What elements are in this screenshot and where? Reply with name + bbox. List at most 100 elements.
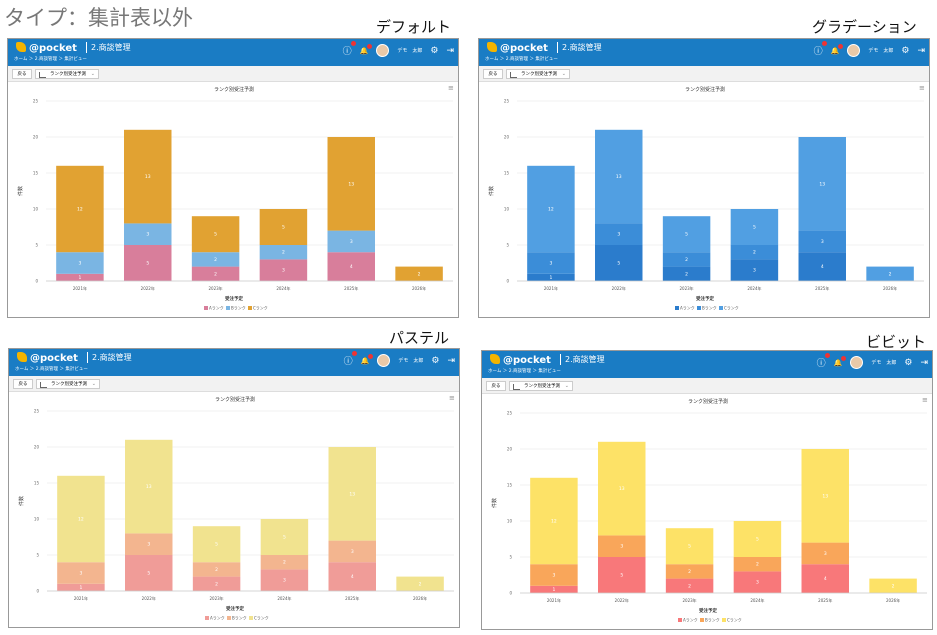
user-name[interactable]: デモ 太郎 (871, 360, 897, 366)
legend-item[interactable]: Aランク (675, 305, 695, 311)
user-name[interactable]: デモ 太郎 (868, 48, 894, 54)
logout-icon[interactable]: ⇥ (446, 45, 454, 56)
data-label: 4 (350, 264, 353, 270)
y-tick-label: 15 (507, 483, 513, 488)
bar-segment (530, 585, 578, 593)
legend-item[interactable]: Cランク (249, 615, 269, 621)
bar-segment (125, 439, 173, 534)
breadcrumb[interactable]: ホーム ＞ 2.商談管理 ＞ 集計ビュー (488, 369, 561, 374)
avatar[interactable] (850, 356, 864, 369)
logo-text: @pocket (29, 43, 77, 54)
breadcrumb[interactable]: ホーム ＞ 2.商談管理 ＞ 集計ビュー (485, 57, 558, 62)
back-button[interactable]: 戻る (486, 381, 506, 391)
view-select[interactable]: ランク別受注予測 ⌄ (35, 69, 99, 79)
legend-swatch (722, 618, 726, 622)
data-label: 4 (821, 264, 824, 270)
info-icon[interactable]: ⓘ (817, 353, 830, 369)
header-actions: ⓘ 🔔 デモ 太郎 ⚙ ⇥ (817, 353, 928, 369)
chart-menu-icon[interactable]: ≡ (922, 396, 928, 404)
avatar[interactable] (377, 354, 391, 367)
data-label: 5 (282, 225, 285, 231)
legend-label: Cランク (254, 615, 269, 621)
legend-item[interactable]: Cランク (719, 305, 739, 311)
legend-item[interactable]: Cランク (248, 305, 268, 311)
gear-icon[interactable]: ⚙ (904, 357, 913, 368)
avatar[interactable] (376, 44, 390, 57)
gear-icon[interactable]: ⚙ (430, 45, 439, 56)
logout-icon[interactable]: ⇥ (917, 45, 925, 56)
chart-title: ランク別受注予測 (215, 396, 255, 403)
gear-icon[interactable]: ⚙ (901, 45, 910, 56)
data-label: 13 (819, 181, 825, 187)
chart-menu-icon[interactable]: ≡ (919, 84, 925, 92)
app-screenshot-panel: @pocket 2.商談管理 ホーム ＞ 2.商談管理 ＞ 集計ビュー ⓘ 🔔 デモ 太郎… (8, 348, 460, 628)
logo-text: @pocket (503, 355, 551, 366)
view-select[interactable]: ランク別受注予測 ⌄ (36, 379, 100, 389)
legend-item[interactable]: Cランク (722, 617, 742, 623)
back-button[interactable]: 戻る (13, 379, 33, 389)
y-tick-label: 25 (34, 409, 40, 414)
app-logo[interactable]: @pocket (487, 42, 548, 54)
bar-segment (327, 230, 375, 253)
view-select[interactable]: ランク別受注予測 ⌄ (506, 69, 570, 79)
data-label: 5 (756, 537, 759, 543)
data-label: 3 (351, 549, 354, 555)
app-logo[interactable]: @pocket (16, 42, 77, 54)
page-title: タイプ：集計表以外 (4, 6, 193, 30)
app-logo[interactable]: @pocket (490, 354, 551, 366)
breadcrumb[interactable]: ホーム ＞ 2.商談管理 ＞ 集計ビュー (15, 367, 88, 372)
gear-icon[interactable]: ⚙ (431, 355, 440, 366)
y-tick-label: 10 (504, 207, 510, 212)
data-label: 3 (79, 571, 82, 577)
avatar[interactable] (847, 44, 861, 57)
legend-swatch (248, 306, 252, 310)
info-icon[interactable]: ⓘ (343, 41, 356, 57)
breadcrumb[interactable]: ホーム ＞ 2.商談管理 ＞ 集計ビュー (14, 57, 87, 62)
legend-swatch (700, 618, 704, 622)
theme-label-0: デフォルト (376, 18, 452, 36)
y-tick-label: 20 (34, 445, 40, 450)
logout-icon[interactable]: ⇥ (447, 355, 455, 366)
y-tick-label: 25 (504, 99, 510, 104)
back-button[interactable]: 戻る (483, 69, 503, 79)
bar-segment (260, 555, 309, 570)
legend-item[interactable]: Aランク (205, 615, 225, 621)
data-label: 13 (348, 181, 354, 187)
bell-icon[interactable]: 🔔 (361, 353, 374, 365)
view-select[interactable]: ランク別受注予測 ⌄ (509, 381, 573, 391)
bell-icon[interactable]: 🔔 (831, 43, 844, 55)
header-actions: ⓘ 🔔 デモ 太郎 ⚙ ⇥ (344, 351, 455, 367)
module-title: 2.商談管理 (560, 354, 605, 365)
bell-icon[interactable]: 🔔 (360, 43, 373, 55)
bar-segment (527, 165, 575, 253)
user-name[interactable]: デモ 太郎 (397, 48, 423, 54)
legend-item[interactable]: Aランク (678, 617, 698, 623)
bar-segment (396, 576, 444, 591)
bar-segment (328, 447, 376, 541)
back-button[interactable]: 戻る (12, 69, 32, 79)
legend-item[interactable]: Aランク (204, 305, 224, 311)
x-tick-label: 2024年 (277, 595, 291, 601)
user-name[interactable]: デモ 太郎 (398, 358, 424, 364)
data-label: 1 (549, 275, 552, 281)
stacked-bar-chart: ランク別受注予測 ≡0510152025件数13122021年53132022年2… (491, 396, 928, 623)
legend-item[interactable]: Bランク (700, 617, 720, 623)
legend-item[interactable]: Bランク (697, 305, 717, 311)
theme-label-2: パステル (389, 329, 450, 347)
chart-menu-icon[interactable]: ≡ (449, 394, 455, 402)
legend-item[interactable]: Bランク (226, 305, 246, 311)
chart-title: ランク別受注予測 (214, 86, 254, 93)
bar-segment (598, 557, 646, 593)
info-icon[interactable]: ⓘ (344, 351, 357, 367)
info-icon[interactable]: ⓘ (814, 41, 827, 57)
data-label: 4 (351, 574, 354, 580)
legend-label: Cランク (727, 617, 742, 623)
legend-label: Aランク (209, 305, 224, 311)
logout-icon[interactable]: ⇥ (920, 357, 928, 368)
app-logo[interactable]: @pocket (17, 352, 78, 364)
bell-icon[interactable]: 🔔 (834, 355, 847, 367)
data-label: 12 (78, 517, 84, 523)
legend-swatch (675, 306, 679, 310)
chart-menu-icon[interactable]: ≡ (448, 84, 454, 92)
legend-item[interactable]: Bランク (227, 615, 247, 621)
